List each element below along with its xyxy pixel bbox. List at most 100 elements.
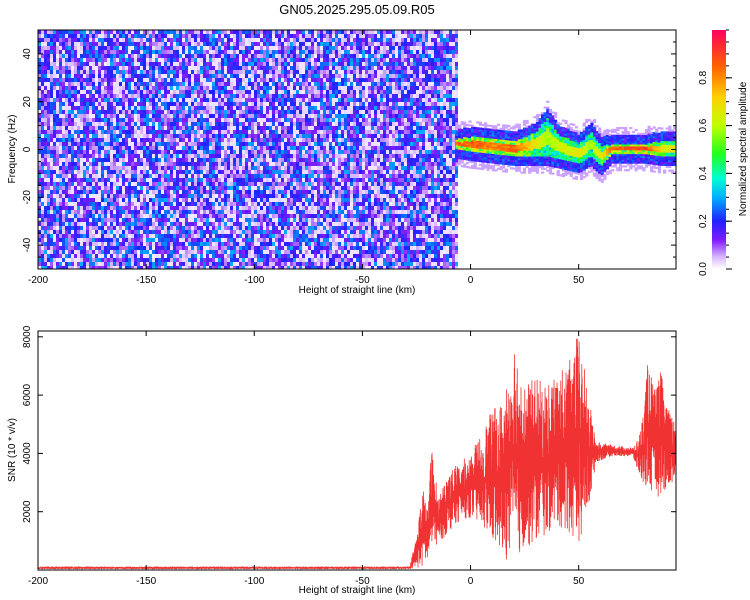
heatmap-cell: [59, 66, 62, 70]
heatmap-cell: [263, 42, 266, 46]
heatmap-cell: [101, 158, 104, 162]
heatmap-cell: [230, 242, 233, 246]
heatmap-cell: [212, 210, 215, 214]
heatmap-cell: [203, 94, 206, 98]
heatmap-cell: [278, 86, 281, 90]
heatmap-cell: [62, 90, 65, 94]
heatmap-cell: [86, 138, 89, 142]
heatmap-cell: [104, 222, 107, 226]
heatmap-cell: [281, 186, 284, 190]
heatmap-cell: [110, 170, 113, 174]
heatmap-cell: [260, 226, 263, 230]
heatmap-cell: [194, 254, 197, 258]
heatmap-cell: [239, 38, 242, 42]
heatmap-cell: [209, 234, 212, 238]
heatmap-cell: [224, 218, 227, 222]
heatmap-cell: [272, 246, 275, 250]
heatmap-cell: [161, 186, 164, 190]
heatmap-cell: [287, 86, 290, 90]
heatmap-cell: [215, 66, 218, 70]
heatmap-cell: [107, 122, 110, 126]
heatmap-cell: [215, 42, 218, 46]
heatmap-cell: [167, 194, 170, 198]
heatmap-cell: [242, 174, 245, 178]
heatmap-cell: [152, 38, 155, 42]
heatmap-cell: [233, 110, 236, 114]
heatmap-cell: [272, 138, 275, 142]
heatmap-cell: [137, 182, 140, 186]
heatmap-cell: [188, 50, 191, 54]
heatmap-cell: [104, 58, 107, 62]
heatmap-cell: [143, 250, 146, 254]
heatmap-cell: [56, 110, 59, 114]
heatmap-cell: [239, 134, 242, 138]
heatmap-cell: [269, 94, 272, 98]
heatmap-cell: [140, 90, 143, 94]
heatmap-cell: [239, 138, 242, 142]
heatmap-cell: [131, 86, 134, 90]
heatmap-cell: [200, 190, 203, 194]
heatmap-cell: [68, 190, 71, 194]
heatmap-cell: [191, 250, 194, 254]
heatmap-cell: [221, 78, 224, 82]
heatmap-cell: [59, 126, 62, 130]
heatmap-cell: [161, 150, 164, 154]
heatmap-cell: [281, 98, 284, 102]
heatmap-cell: [83, 106, 86, 110]
heatmap-cell: [218, 238, 221, 242]
heatmap-cell: [164, 194, 167, 198]
heatmap-cell: [236, 134, 239, 138]
heatmap-cell: [101, 170, 104, 174]
heatmap-cell: [134, 78, 137, 82]
heatmap-cell: [197, 94, 200, 98]
heatmap-cell: [137, 210, 140, 214]
heatmap-cell: [62, 102, 65, 106]
heatmap-cell: [254, 134, 257, 138]
heatmap-cell: [56, 166, 59, 170]
heatmap-cell: [188, 138, 191, 142]
heatmap-cell: [263, 78, 266, 82]
heatmap-cell: [191, 106, 194, 110]
heatmap-cell: [272, 118, 275, 122]
heatmap-cell: [152, 198, 155, 202]
heatmap-cell: [233, 246, 236, 250]
heatmap-cell: [185, 110, 188, 114]
heatmap-cell: [65, 94, 68, 98]
heatmap-cell: [74, 50, 77, 54]
heatmap-cell: [101, 30, 104, 34]
heatmap-cell: [107, 66, 110, 70]
heatmap-cell: [140, 94, 143, 98]
heatmap-cell: [179, 86, 182, 90]
heatmap-cell: [125, 174, 128, 178]
heatmap-cell: [227, 90, 230, 94]
heatmap-cell: [275, 98, 278, 102]
heatmap-cell: [143, 30, 146, 34]
heatmap-cell: [206, 198, 209, 202]
heatmap-cell: [71, 246, 74, 250]
heatmap-cell: [284, 226, 287, 230]
heatmap-cell: [218, 66, 221, 70]
heatmap-cell: [242, 58, 245, 62]
heatmap-cell: [128, 54, 131, 58]
heatmap-cell: [227, 46, 230, 50]
heatmap-cell: [77, 238, 80, 242]
heatmap-cell: [104, 154, 107, 158]
heatmap-cell: [170, 214, 173, 218]
heatmap-cell: [155, 110, 158, 114]
heatmap-cell: [191, 62, 194, 66]
heatmap-cell: [248, 34, 251, 38]
heatmap-cell: [122, 238, 125, 242]
heatmap-cell: [191, 242, 194, 246]
heatmap-cell: [185, 210, 188, 214]
heatmap-cell: [275, 146, 278, 150]
heatmap-cell: [152, 178, 155, 182]
heatmap-cell: [116, 142, 119, 146]
heatmap-cell: [56, 122, 59, 126]
heatmap-cell: [275, 118, 278, 122]
heatmap-cell: [107, 106, 110, 110]
heatmap-cell: [236, 210, 239, 214]
heatmap-cell: [185, 262, 188, 266]
heatmap-cell: [257, 86, 260, 90]
heatmap-cell: [209, 42, 212, 46]
heatmap-cell: [218, 102, 221, 106]
